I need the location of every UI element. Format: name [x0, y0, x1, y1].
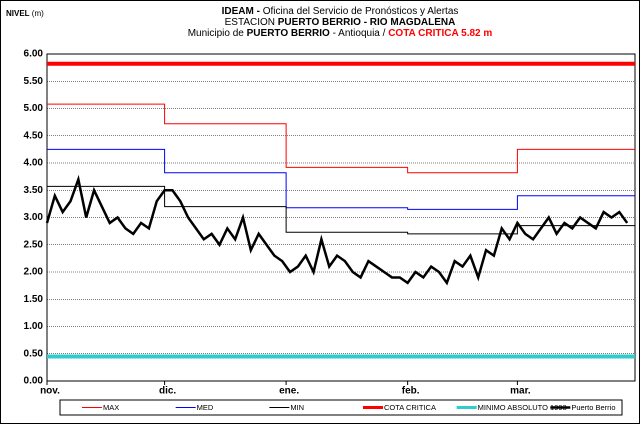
y-tick-label: 3.00	[24, 212, 44, 223]
y-tick-label: 3.50	[24, 185, 44, 196]
title-part: PUERTO BERRIO - RIO MAGDALENA	[278, 17, 456, 28]
x-tick-label: nov.	[40, 386, 60, 397]
title-part: IDEAM -	[222, 6, 260, 17]
series-line	[47, 103, 635, 174]
y-tick-label: 4.50	[24, 130, 44, 141]
legend-label: MINIMO ABSOLUTO 1993	[478, 403, 567, 412]
legend-label: Puerto Berrio	[571, 403, 615, 412]
y-tick-label: 5.00	[24, 103, 44, 114]
series-line	[47, 185, 635, 235]
x-tick-label: ene.	[279, 386, 299, 397]
title-part: ESTACION	[225, 17, 278, 28]
title-part: COTA CRITICA 5.82 m	[388, 28, 492, 39]
y-tick-label: 2.00	[24, 267, 44, 278]
y-tick-label: 5.50	[24, 76, 44, 87]
y-tick-label: 2.50	[24, 239, 44, 250]
series-line	[45, 174, 629, 286]
y-tick-label: 6.00	[24, 49, 44, 60]
y-tick-label: 4.00	[24, 158, 44, 169]
title-part: PUERTO BERRIO	[247, 28, 330, 39]
legend-label: MED	[197, 403, 214, 412]
series-line	[47, 148, 635, 210]
title-part: Municipio de	[188, 28, 247, 39]
title-part: Oficina del Servicio de Pronósticos y Al…	[260, 6, 458, 17]
y-label-name: NIVEL	[6, 9, 30, 18]
y-label-unit: (m)	[30, 9, 45, 18]
y-axis-label: NIVEL (m)	[6, 9, 44, 18]
chart-title: Municipio de PUERTO BERRIO - Antioquia /…	[188, 28, 493, 39]
y-tick-label: 0.50	[24, 348, 44, 359]
legend	[59, 399, 623, 416]
legend-label: MAX	[103, 403, 119, 412]
title-part: - Antioquia /	[330, 28, 388, 39]
x-tick-label: dic.	[159, 386, 176, 397]
x-tick-label: feb.	[402, 386, 420, 397]
legend-label: MIN	[290, 403, 304, 412]
y-tick-label: 0.00	[24, 376, 44, 387]
y-tick-label: 1.00	[24, 321, 44, 332]
x-tick-label: mar.	[510, 386, 531, 397]
y-tick-label: 1.50	[24, 294, 44, 305]
chart-title: ESTACION PUERTO BERRIO - RIO MAGDALENA	[225, 17, 456, 28]
legend-label: COTA CRITICA	[384, 403, 436, 412]
chart-title: IDEAM - Oficina del Servicio de Pronósti…	[222, 6, 459, 17]
